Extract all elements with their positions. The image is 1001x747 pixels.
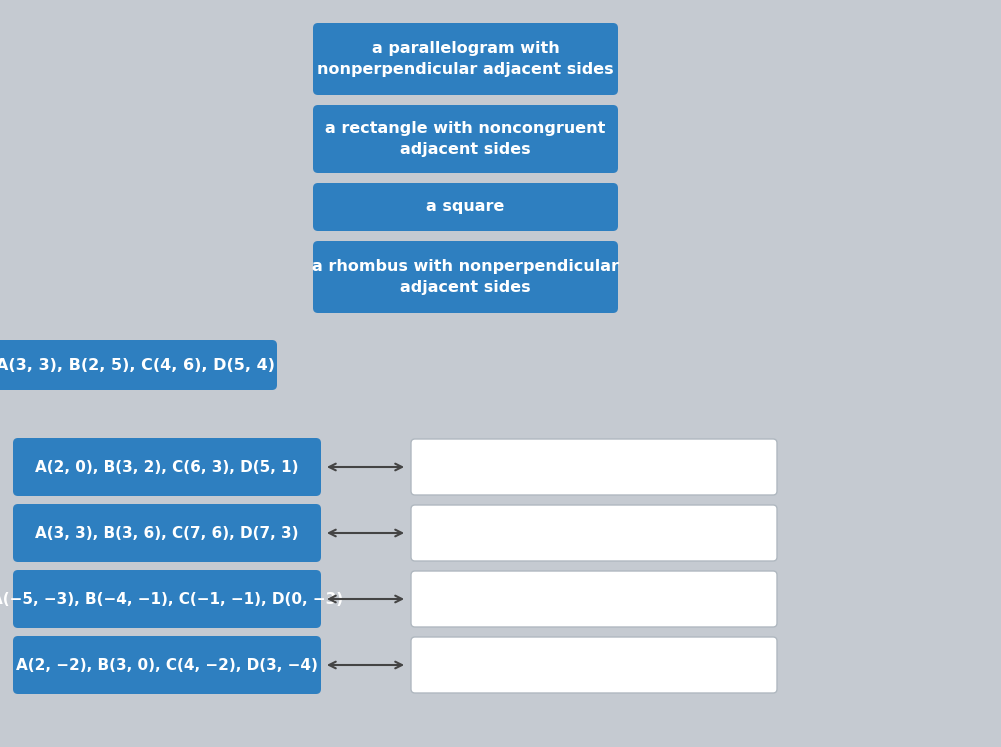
Text: A(−5, −3), B(−4, −1), C(−1, −1), D(0, −3): A(−5, −3), B(−4, −1), C(−1, −1), D(0, −3… — [0, 592, 343, 607]
FancyBboxPatch shape — [13, 438, 321, 496]
Text: a square: a square — [426, 199, 505, 214]
FancyBboxPatch shape — [13, 636, 321, 694]
FancyBboxPatch shape — [0, 340, 277, 390]
Text: a rectangle with noncongruent
adjacent sides: a rectangle with noncongruent adjacent s… — [325, 121, 606, 157]
Text: A(2, −2), B(3, 0), C(4, −2), D(3, −4): A(2, −2), B(3, 0), C(4, −2), D(3, −4) — [16, 657, 318, 672]
Text: a parallelogram with
nonperpendicular adjacent sides: a parallelogram with nonperpendicular ad… — [317, 41, 614, 77]
FancyBboxPatch shape — [13, 570, 321, 628]
FancyBboxPatch shape — [411, 439, 777, 495]
FancyBboxPatch shape — [313, 183, 618, 231]
FancyBboxPatch shape — [313, 241, 618, 313]
Text: a rhombus with nonperpendicular
adjacent sides: a rhombus with nonperpendicular adjacent… — [312, 259, 619, 295]
FancyBboxPatch shape — [13, 504, 321, 562]
FancyBboxPatch shape — [313, 105, 618, 173]
FancyBboxPatch shape — [411, 637, 777, 693]
FancyBboxPatch shape — [313, 23, 618, 95]
Text: A(3, 3), B(3, 6), C(7, 6), D(7, 3): A(3, 3), B(3, 6), C(7, 6), D(7, 3) — [35, 525, 298, 541]
FancyBboxPatch shape — [411, 571, 777, 627]
FancyBboxPatch shape — [411, 505, 777, 561]
Text: A(3, 3), B(2, 5), C(4, 6), D(5, 4): A(3, 3), B(2, 5), C(4, 6), D(5, 4) — [0, 358, 275, 373]
Text: A(2, 0), B(3, 2), C(6, 3), D(5, 1): A(2, 0), B(3, 2), C(6, 3), D(5, 1) — [35, 459, 298, 474]
